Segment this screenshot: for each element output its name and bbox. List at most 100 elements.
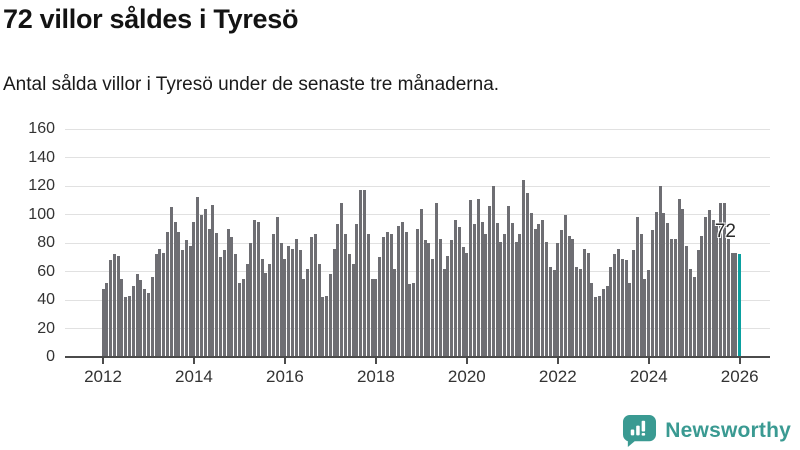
bar xyxy=(256,221,260,357)
bar xyxy=(336,224,340,357)
bar xyxy=(378,257,382,357)
bar xyxy=(723,203,727,357)
bar xyxy=(472,224,476,357)
bar xyxy=(313,234,317,357)
bar xyxy=(560,230,564,357)
bar xyxy=(131,285,135,357)
x-tick-2024 xyxy=(647,357,650,364)
newsworthy-logo: Newsworthy xyxy=(622,412,791,450)
bar xyxy=(332,248,336,357)
highlighted-bar xyxy=(738,254,742,357)
bar xyxy=(351,264,355,357)
bar xyxy=(309,237,313,357)
bar xyxy=(306,268,310,357)
bar xyxy=(146,292,150,357)
y-tick-label-80: 80 xyxy=(37,234,55,251)
bar xyxy=(726,238,730,357)
bar xyxy=(294,238,298,357)
bar xyxy=(268,264,272,357)
bar xyxy=(177,231,181,357)
bar xyxy=(658,186,662,357)
y-tick-label-20: 20 xyxy=(37,319,55,337)
bar xyxy=(211,204,215,357)
bar xyxy=(287,245,291,357)
bar xyxy=(514,241,518,357)
x-tick-label-2014: 2014 xyxy=(175,367,213,386)
bar xyxy=(734,252,738,357)
bar xyxy=(291,248,294,357)
x-tick-2018 xyxy=(374,357,377,364)
x-tick-label-2012: 2012 xyxy=(84,367,122,386)
bar xyxy=(624,260,628,357)
bar xyxy=(613,254,617,357)
bar xyxy=(537,224,541,357)
bar xyxy=(355,224,359,357)
bar xyxy=(704,217,708,357)
bar xyxy=(567,235,571,357)
bar xyxy=(541,220,545,357)
x-tick-label-2018: 2018 xyxy=(356,367,395,386)
bar xyxy=(230,237,234,357)
bar xyxy=(484,234,488,357)
bar xyxy=(124,297,128,357)
x-tick-label-2016: 2016 xyxy=(265,367,304,386)
bar xyxy=(245,264,249,357)
bar xyxy=(419,208,423,357)
bar xyxy=(150,277,154,357)
bar xyxy=(241,278,245,357)
y-tick-label-100: 100 xyxy=(28,205,55,223)
x-tick-label-2022: 2022 xyxy=(538,367,577,386)
x-tick-2012 xyxy=(102,357,104,364)
bar xyxy=(677,198,681,357)
bar xyxy=(203,208,207,357)
bar xyxy=(491,186,495,357)
bar xyxy=(222,250,226,357)
bar xyxy=(381,237,385,357)
bar xyxy=(192,221,196,357)
bar xyxy=(639,234,643,357)
x-tick-2014 xyxy=(192,357,195,364)
bar xyxy=(609,267,613,357)
bar xyxy=(529,213,533,357)
bar xyxy=(688,268,692,357)
bar xyxy=(465,252,469,357)
bar xyxy=(347,254,351,357)
bar xyxy=(582,248,586,357)
bar xyxy=(412,282,416,357)
bar xyxy=(423,240,427,357)
bar xyxy=(101,288,105,357)
bar xyxy=(533,228,537,357)
bar xyxy=(548,267,552,357)
bar xyxy=(370,278,374,357)
bar xyxy=(272,234,276,357)
y-tick-label-40: 40 xyxy=(37,291,55,308)
bar xyxy=(385,231,389,357)
bar xyxy=(651,230,655,357)
bar xyxy=(184,240,188,357)
bar xyxy=(571,238,575,357)
bar xyxy=(169,207,173,357)
bar xyxy=(325,295,329,357)
bar xyxy=(226,228,230,357)
last-value-label: 72 xyxy=(714,221,736,242)
bar xyxy=(707,210,711,357)
bar xyxy=(139,280,143,357)
bar xyxy=(700,235,704,357)
bar xyxy=(575,267,579,357)
bar xyxy=(670,238,673,357)
bar xyxy=(298,250,302,357)
bar xyxy=(363,190,366,357)
gridline-120 xyxy=(65,185,770,187)
bar xyxy=(480,221,484,357)
bar xyxy=(400,221,404,357)
bar xyxy=(628,282,632,357)
bar xyxy=(427,243,431,357)
bar xyxy=(605,285,609,357)
bar xyxy=(662,213,666,357)
bar xyxy=(719,203,723,357)
bar xyxy=(453,220,457,357)
chart-subtitle: Antal sålda villor i Tyresö under de sen… xyxy=(3,74,500,95)
bar xyxy=(120,278,124,357)
bar xyxy=(654,211,658,357)
